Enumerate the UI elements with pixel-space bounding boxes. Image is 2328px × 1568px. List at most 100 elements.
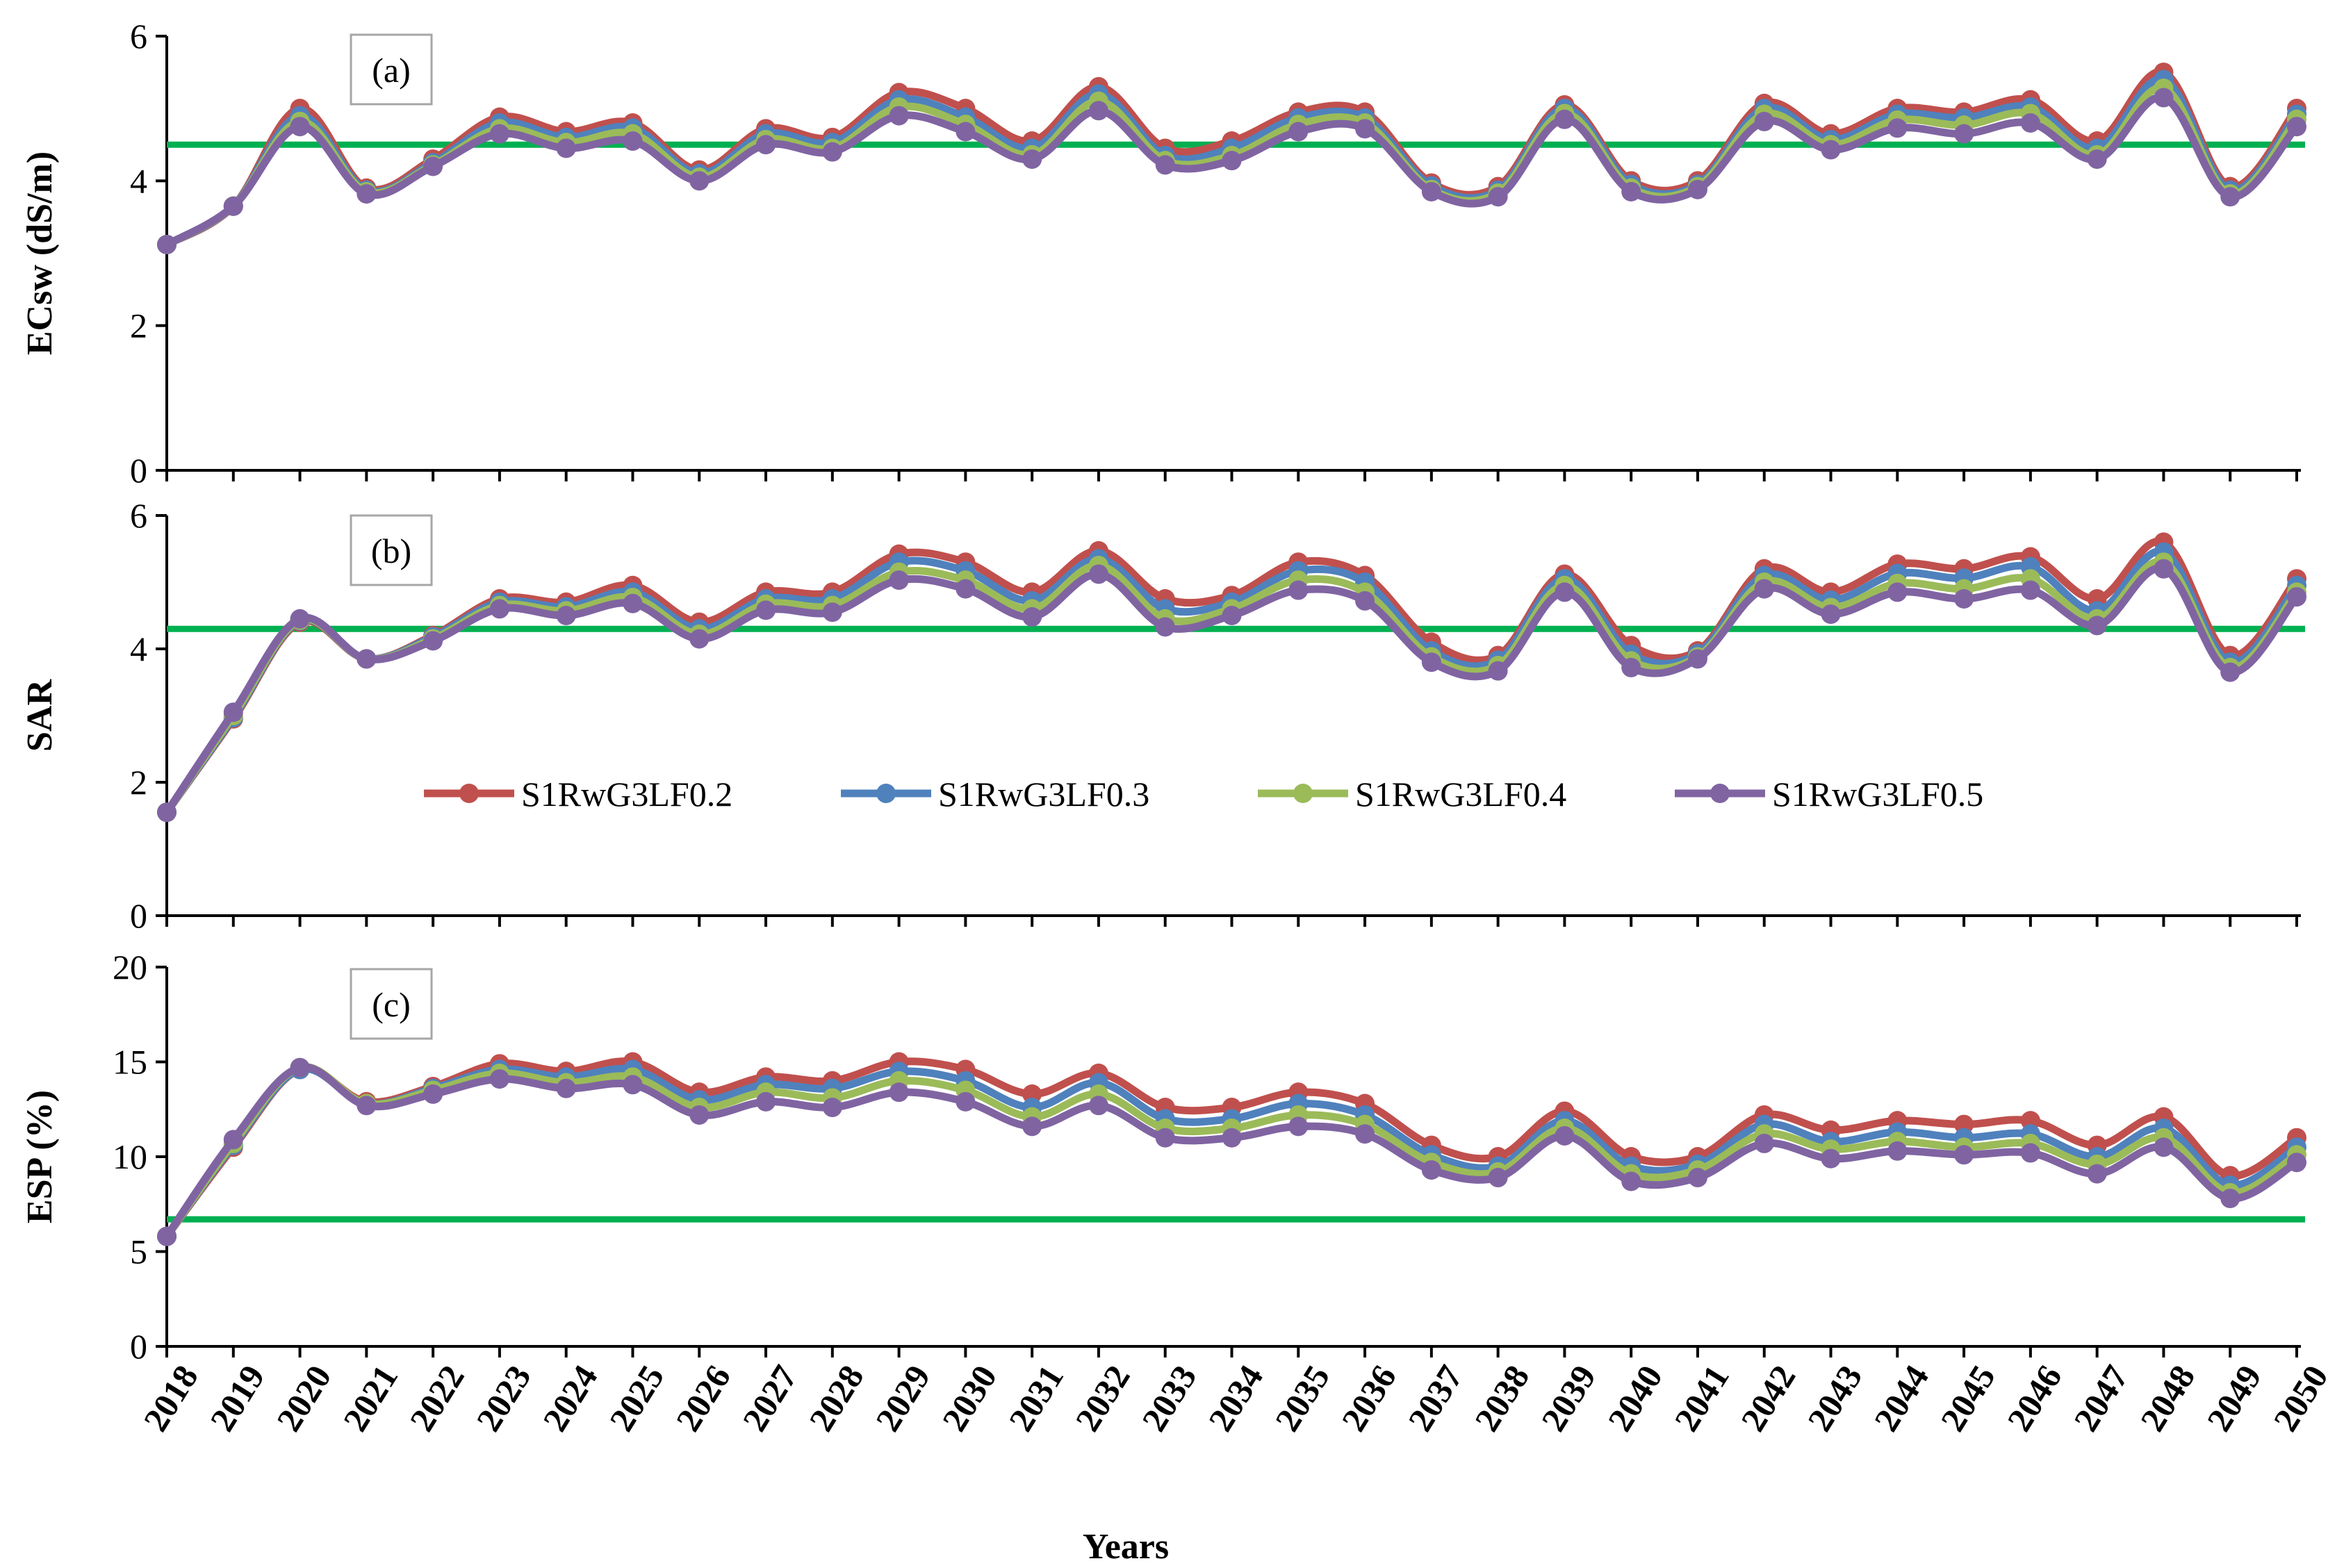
x-tick-label: 2029: [868, 1358, 937, 1437]
x-tick-label: 2020: [269, 1358, 338, 1437]
data-point: [2154, 559, 2174, 579]
data-point: [623, 1075, 643, 1095]
data-point: [489, 1069, 509, 1089]
data-point: [2220, 1189, 2240, 1209]
data-point: [1222, 606, 1242, 625]
y-tick-label: 0: [130, 1327, 147, 1366]
data-point: [2020, 1143, 2040, 1163]
legend-marker: [1710, 784, 1730, 803]
legend-marker: [876, 784, 896, 803]
x-tick-label: 2022: [402, 1358, 472, 1437]
data-point: [356, 649, 377, 669]
data-point: [956, 1091, 976, 1112]
data-point: [1887, 582, 1908, 602]
data-point: [423, 156, 443, 176]
panel-1: 0 2 4 6 ECsw (dS/m) (a): [20, 17, 2306, 490]
legend-marker: [459, 784, 479, 803]
data-point: [556, 1078, 576, 1098]
x-tick-label: 2036: [1334, 1358, 1403, 1437]
data-point: [1022, 149, 1042, 170]
x-tick-label: 2035: [1268, 1358, 1337, 1437]
y-tick-label: 20: [113, 948, 147, 987]
data-point: [1821, 604, 1841, 625]
data-point: [2020, 113, 2040, 133]
data-point: [1155, 617, 1175, 637]
data-point: [1621, 1171, 1641, 1191]
data-point: [956, 579, 976, 599]
x-tick-label: 2027: [735, 1358, 804, 1437]
data-point: [956, 122, 976, 142]
data-point: [1555, 109, 1575, 129]
y-tick-label: 2: [130, 306, 147, 345]
x-tick-label: 2040: [1600, 1358, 1670, 1437]
x-tick-label: 2030: [935, 1358, 1004, 1437]
y-tick-label: 5: [130, 1232, 147, 1271]
data-point: [756, 135, 776, 155]
y-axis-title: SAR: [20, 679, 60, 752]
panel-label-box: [350, 514, 433, 586]
x-tick-label: 2047: [2066, 1358, 2136, 1437]
data-point: [1687, 1168, 1707, 1188]
panel-label: (b): [371, 531, 411, 570]
legend-label: S1RwG3LF0.5: [1772, 775, 1983, 814]
data-point: [2287, 117, 2306, 137]
data-point: [1821, 1148, 1841, 1169]
x-tick-label: 2032: [1067, 1358, 1137, 1437]
legend-marker: [1293, 784, 1313, 803]
x-tick-label: 2041: [1666, 1358, 1736, 1437]
data-point: [1555, 1125, 1575, 1146]
data-point: [1754, 1133, 1774, 1153]
data-point: [623, 131, 643, 151]
data-point: [290, 1057, 310, 1078]
y-tick-label: 6: [130, 496, 147, 535]
data-point: [223, 702, 243, 723]
data-point: [1821, 140, 1841, 160]
data-point: [756, 1091, 776, 1112]
data-point: [2087, 1164, 2107, 1184]
legend-entry: S1RwG3LF0.5: [1675, 775, 1983, 814]
data-point: [2087, 616, 2107, 636]
x-tick-label: 2021: [336, 1358, 405, 1437]
data-point: [1687, 179, 1707, 199]
data-point: [1754, 579, 1774, 599]
data-point: [223, 196, 243, 216]
data-point: [889, 106, 909, 126]
data-point: [556, 606, 576, 625]
data-point: [489, 124, 509, 144]
x-tick-label: 2042: [1733, 1358, 1803, 1437]
x-tick-label: 2023: [468, 1358, 538, 1437]
data-point: [2287, 587, 2306, 607]
x-tick-label: 2031: [1001, 1358, 1071, 1437]
data-point: [157, 802, 177, 823]
panel-label: (a): [372, 51, 411, 90]
series-S1RwG3LF0.5: [157, 559, 2306, 823]
x-tick-label: 2044: [1867, 1358, 1936, 1437]
data-point: [1288, 1116, 1309, 1137]
x-tick-label: 2034: [1201, 1358, 1270, 1437]
data-point: [356, 1096, 377, 1116]
data-point: [1954, 589, 1974, 609]
data-point: [1088, 564, 1108, 584]
data-point: [756, 600, 776, 620]
data-point: [1355, 591, 1375, 611]
panel-label: (c): [372, 985, 411, 1024]
data-point: [2220, 187, 2240, 207]
x-tick-label: 2019: [202, 1358, 272, 1437]
data-point: [1687, 649, 1707, 669]
x-tick-label: 2033: [1134, 1358, 1204, 1437]
data-point: [1155, 1128, 1175, 1148]
data-point: [889, 570, 909, 591]
x-tick-label: 2025: [602, 1358, 671, 1437]
data-point: [2154, 88, 2174, 108]
data-point: [1621, 181, 1641, 201]
x-tick-label: 2038: [1467, 1358, 1536, 1437]
data-point: [223, 1130, 243, 1150]
data-point: [423, 631, 443, 651]
data-point: [822, 142, 842, 162]
data-point: [2287, 1153, 2306, 1173]
x-tick-label: 2045: [1933, 1358, 2002, 1437]
data-point: [889, 1082, 909, 1103]
y-tick-label: 4: [130, 161, 147, 200]
data-point: [1355, 119, 1375, 139]
panel-label-box: [350, 968, 433, 1040]
